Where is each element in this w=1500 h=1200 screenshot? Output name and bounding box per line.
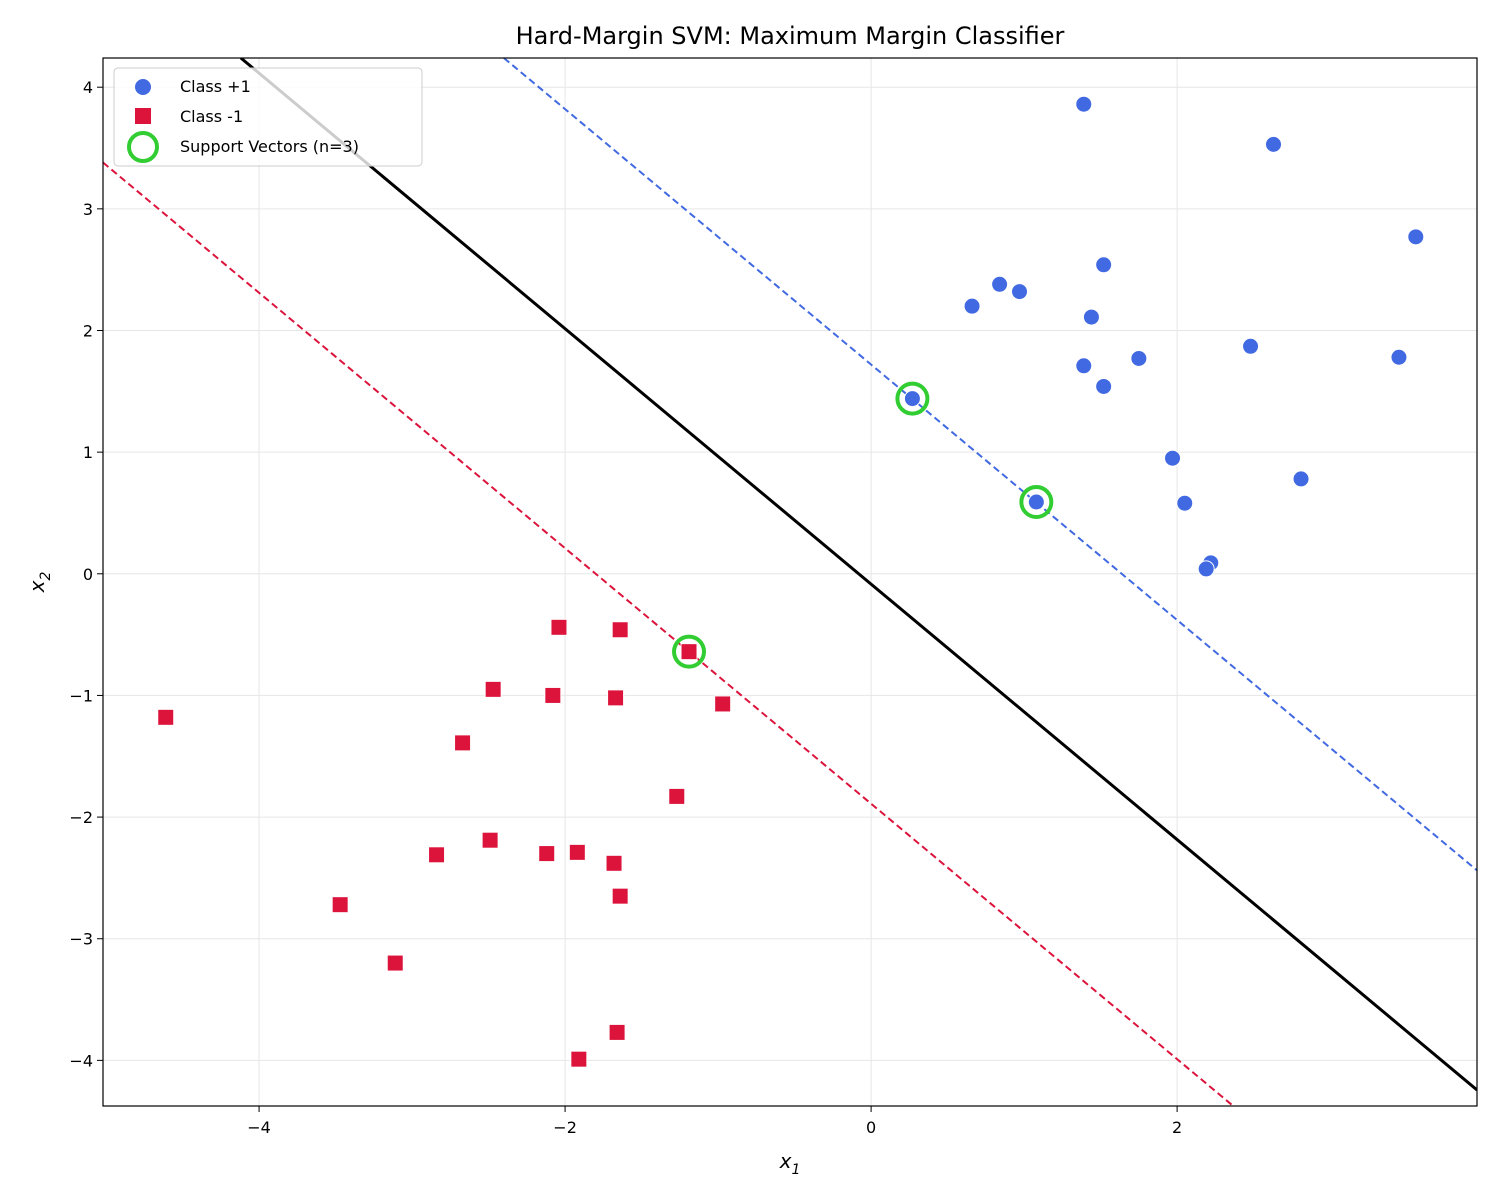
x-tick-label: 2 bbox=[1172, 1118, 1182, 1137]
class-neg-point bbox=[331, 896, 349, 914]
class-neg-point bbox=[386, 954, 404, 972]
class-pos-point bbox=[1130, 349, 1148, 367]
class-pos-point bbox=[1265, 135, 1283, 153]
svm-lines bbox=[103, 58, 1477, 1106]
y-tick-label: −1 bbox=[69, 686, 93, 705]
class-neg-point bbox=[611, 887, 629, 905]
x-axis-label: x1 bbox=[779, 1149, 801, 1178]
class-pos-point bbox=[1242, 337, 1260, 355]
legend-label-class-pos: Class +1 bbox=[180, 77, 251, 96]
class-neg-point bbox=[607, 689, 625, 707]
class-pos-point bbox=[1176, 494, 1194, 512]
class-pos-point bbox=[991, 275, 1009, 293]
support-vector-ring bbox=[1019, 485, 1054, 520]
class-pos-point bbox=[1075, 95, 1093, 113]
class-neg-point bbox=[550, 618, 568, 636]
y-tick-label: −4 bbox=[69, 1051, 93, 1070]
class-neg-point bbox=[605, 854, 623, 872]
class-pos-point bbox=[1407, 228, 1425, 246]
class-neg-point bbox=[570, 1050, 588, 1068]
class-pos-point bbox=[1095, 256, 1113, 274]
class-neg-point bbox=[428, 846, 446, 864]
axis-ticks: −4 −2 0 2 −4 −3 −2 −1 0 1 2 3 4 bbox=[69, 78, 1182, 1137]
class-neg-point bbox=[611, 621, 629, 639]
negative-margin-line bbox=[103, 161, 1234, 1106]
legend-marker-class-pos bbox=[135, 79, 151, 95]
grid bbox=[103, 58, 1477, 1106]
class-pos-point bbox=[1164, 449, 1182, 467]
class-neg-point bbox=[668, 787, 686, 805]
class-pos-point bbox=[1082, 308, 1100, 326]
y-tick-label: 0 bbox=[83, 565, 93, 584]
class-pos-point bbox=[1095, 377, 1113, 395]
class-neg-point bbox=[544, 686, 562, 704]
y-tick-label: 3 bbox=[83, 200, 93, 219]
class-pos-point bbox=[903, 390, 921, 408]
class-pos-point bbox=[1390, 348, 1408, 366]
class-pos-point bbox=[1075, 357, 1093, 375]
x-tick-label: 0 bbox=[866, 1118, 876, 1137]
plot-frame bbox=[102, 57, 1478, 1107]
class-neg-point bbox=[538, 845, 556, 863]
class-neg-point bbox=[680, 643, 698, 661]
x-tick-label: −4 bbox=[247, 1118, 271, 1137]
legend-label-support-vectors: Support Vectors (n=3) bbox=[180, 137, 359, 156]
legend-label-class-neg: Class -1 bbox=[180, 107, 243, 126]
support-vector-ring bbox=[895, 381, 930, 416]
class-neg-point bbox=[568, 843, 586, 861]
class-neg-point bbox=[608, 1023, 626, 1041]
support-vector-ring bbox=[672, 634, 707, 669]
legend-marker-class-neg bbox=[135, 108, 151, 124]
x-tick-label: −2 bbox=[553, 1118, 577, 1137]
class-neg-point bbox=[481, 831, 499, 849]
y-tick-label: −3 bbox=[69, 930, 93, 949]
positive-margin-line bbox=[503, 58, 1477, 872]
y-tick-label: 1 bbox=[83, 443, 93, 462]
chart-title: Hard-Margin SVM: Maximum Margin Classifi… bbox=[516, 22, 1065, 50]
class-pos-point bbox=[1197, 560, 1215, 578]
data-points bbox=[157, 95, 1425, 1068]
legend: Class +1 Class -1 Support Vectors (n=3) bbox=[113, 67, 423, 167]
class-pos-point bbox=[1027, 493, 1045, 511]
decision-boundary-line bbox=[239, 58, 1477, 1092]
y-tick-label: 2 bbox=[83, 321, 93, 340]
y-tick-label: −2 bbox=[69, 808, 93, 827]
class-pos-point bbox=[963, 297, 981, 315]
y-tick-label: 4 bbox=[83, 78, 93, 97]
class-neg-point bbox=[454, 734, 472, 752]
class-neg-point bbox=[714, 695, 732, 713]
legend-marker-support-vectors bbox=[127, 131, 159, 163]
y-axis-label: x2 bbox=[25, 572, 54, 594]
class-pos-point bbox=[1292, 470, 1310, 488]
class-pos-point bbox=[1011, 283, 1029, 301]
class-neg-point bbox=[157, 708, 175, 726]
class-neg-point bbox=[484, 680, 502, 698]
